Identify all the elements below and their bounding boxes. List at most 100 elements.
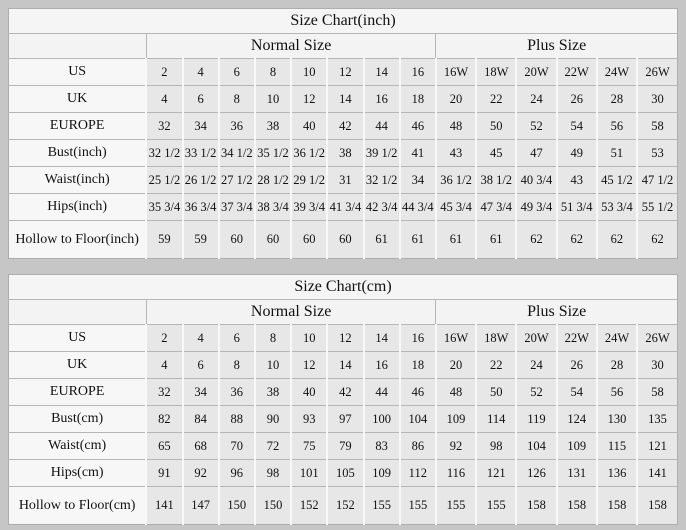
size-cell: 112: [398, 459, 437, 487]
size-cell: 22: [475, 85, 518, 113]
size-cell: 33 1/2: [181, 139, 220, 167]
size-cell: 26W: [636, 58, 678, 86]
size-cell: 14: [362, 58, 401, 86]
size-cell: 14: [326, 85, 365, 113]
size-cell: 47: [515, 139, 558, 167]
size-cell: 18: [398, 351, 437, 379]
size-cell: 50: [475, 112, 518, 140]
size-cell: 16W: [434, 58, 478, 86]
size-cell: 22: [475, 351, 518, 379]
group-header-normal-size: Normal Size: [145, 33, 436, 59]
size-cell: 61: [398, 220, 437, 259]
size-cell: 60: [217, 220, 256, 259]
size-cell: 45 1/2: [595, 166, 639, 194]
size-cell: 20: [434, 85, 478, 113]
row-label: UK: [8, 85, 147, 113]
size-cell: 115: [595, 432, 639, 460]
table-title: Size Chart(cm): [8, 274, 678, 300]
size-cell: 158: [636, 486, 678, 525]
size-cell: 47 1/2: [636, 166, 678, 194]
size-cell: 61: [434, 220, 478, 259]
row-label: EUROPE: [8, 112, 147, 140]
row-label: Hollow to Floor(inch): [8, 220, 147, 259]
size-cell: 29 1/2: [290, 166, 329, 194]
size-cell: 53: [636, 139, 678, 167]
size-cell: 18: [398, 85, 437, 113]
table-row: UK 4 6 8 10 12 14 16 18 20 22 24 26 28 30: [8, 85, 678, 113]
size-cell: 98: [475, 432, 518, 460]
size-cell: 30: [636, 85, 678, 113]
size-cell: 28 1/2: [253, 166, 293, 194]
size-cell: 141: [636, 459, 678, 487]
size-cell: 42 3/4: [362, 193, 401, 221]
size-cell: 109: [434, 405, 478, 433]
size-cell: 136: [595, 459, 639, 487]
size-chart-inch-table: Size Chart(inch) Normal Size Plus Size U…: [8, 8, 678, 259]
size-cell: 62: [636, 220, 678, 259]
size-cell: 38 3/4: [253, 193, 293, 221]
size-cell: 51 3/4: [555, 193, 598, 221]
size-cell: 49: [555, 139, 598, 167]
size-cell: 48: [434, 112, 478, 140]
size-cell: 54: [555, 378, 598, 406]
size-cell: 50: [475, 378, 518, 406]
size-cell: 40: [290, 112, 329, 140]
size-cell: 8: [217, 85, 256, 113]
size-cell: 35 3/4: [145, 193, 184, 221]
corner-blank-cell: [8, 33, 147, 59]
size-cell: 16: [362, 351, 401, 379]
size-cell: 45 3/4: [434, 193, 478, 221]
table-row: Waist(inch) 25 1/2 26 1/2 27 1/2 28 1/2 29 1/…: [8, 166, 678, 194]
size-cell: 97: [326, 405, 365, 433]
size-chart-cm-table: Size Chart(cm) Normal Size Plus Size US 2…: [8, 274, 678, 525]
size-cell: 44: [362, 112, 401, 140]
table-title: Size Chart(inch): [8, 8, 678, 34]
table-row: EUROPE 32 34 36 38 40 42 44 46 48 50 52 54 56 58: [8, 378, 678, 406]
size-cell: 40 3/4: [515, 166, 558, 194]
size-cell: 92: [434, 432, 478, 460]
size-cell: 47 3/4: [475, 193, 518, 221]
size-cell: 26: [555, 85, 598, 113]
size-cell: 44: [362, 378, 401, 406]
size-cell: 38: [326, 139, 365, 167]
size-cell: 83: [362, 432, 401, 460]
size-cell: 61: [475, 220, 518, 259]
size-cell: 20W: [515, 58, 558, 86]
size-cell: 105: [326, 459, 365, 487]
row-label: Waist(cm): [8, 432, 147, 460]
size-cell: 6: [181, 351, 220, 379]
size-cell: 121: [475, 459, 518, 487]
size-cell: 12: [326, 324, 365, 352]
size-cell: 8: [253, 324, 293, 352]
size-cell: 22W: [555, 58, 598, 86]
size-cell: 44 3/4: [398, 193, 437, 221]
table-row: Hollow to Floor(inch) 59 59 60 60 60 60 61 61 61 6…: [8, 220, 678, 259]
size-cell: 92: [181, 459, 220, 487]
size-cell: 39 1/2: [362, 139, 401, 167]
size-cell: 41: [398, 139, 437, 167]
size-cell: 31: [326, 166, 365, 194]
size-cell: 121: [636, 432, 678, 460]
size-cell: 41 3/4: [326, 193, 365, 221]
size-cell: 54: [555, 112, 598, 140]
size-cell: 12: [290, 85, 329, 113]
size-cell: 130: [595, 405, 639, 433]
size-cell: 158: [595, 486, 639, 525]
size-cell: 8: [253, 58, 293, 86]
size-cell: 4: [145, 85, 184, 113]
size-chart-cm-body: US 2 4 6 8 10 12 14 16 16W 18W 20W 22W 24W 26W UK 4 6 8 10 1…: [8, 324, 678, 525]
size-cell: 48: [434, 378, 478, 406]
size-cell: 32 1/2: [362, 166, 401, 194]
size-cell: 24: [515, 85, 558, 113]
size-cell: 86: [398, 432, 437, 460]
size-cell: 152: [290, 486, 329, 525]
size-cell: 52: [515, 112, 558, 140]
size-cell: 36: [217, 112, 256, 140]
group-header-normal-size: Normal Size: [145, 299, 436, 325]
size-cell: 36 1/2: [290, 139, 329, 167]
size-cell: 98: [253, 459, 293, 487]
table-row: Hips(inch) 35 3/4 36 3/4 37 3/4 38 3/4 39 3/4…: [8, 193, 678, 221]
size-cell: 109: [362, 459, 401, 487]
size-cell: 38: [253, 378, 293, 406]
size-cell: 104: [398, 405, 437, 433]
